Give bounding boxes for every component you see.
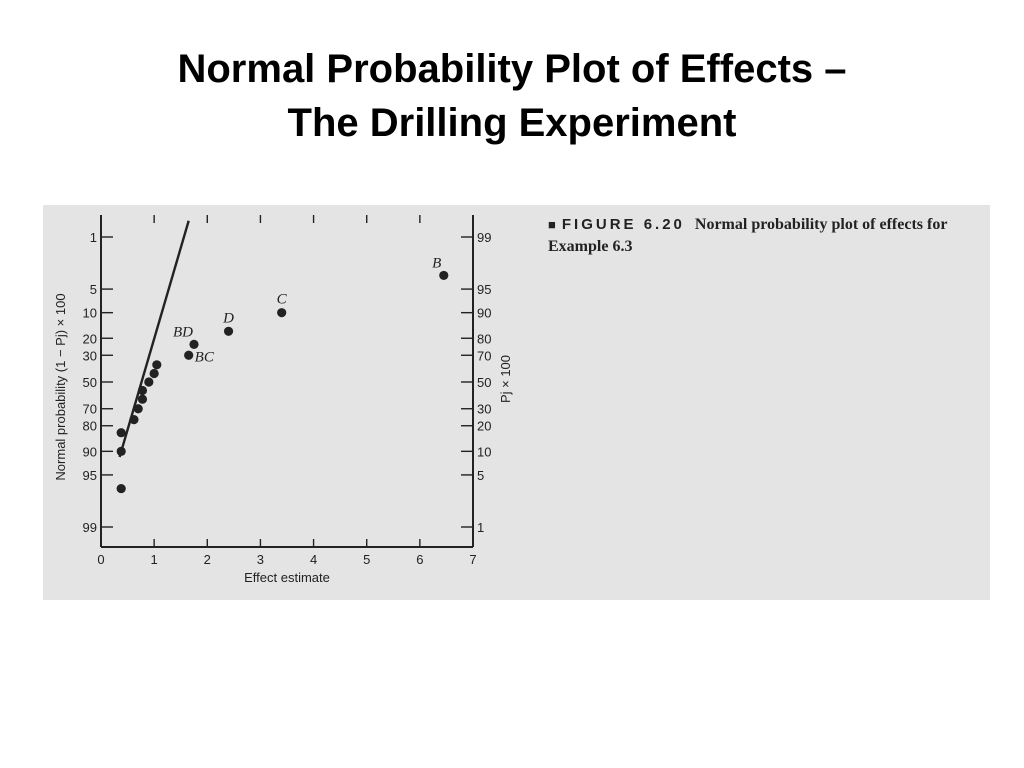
right-tick-label: 99: [477, 230, 491, 245]
data-point: [189, 339, 199, 350]
data-point: [133, 404, 143, 414]
right-tick-label: 95: [477, 282, 491, 297]
x-tick-label: 2: [204, 552, 211, 567]
left-tick-label: 20: [83, 331, 97, 346]
right-tick-label: 5: [477, 468, 484, 483]
left-tick-label: 50: [83, 375, 97, 390]
left-tick-label: 10: [83, 306, 97, 321]
point-label: BC: [195, 349, 215, 365]
left-tick-label: 99: [83, 520, 97, 535]
point-label: C: [277, 292, 288, 308]
left-tick-label: 95: [83, 468, 97, 483]
x-tick-label: 0: [97, 552, 104, 567]
data-point: [149, 368, 159, 379]
right-tick-label: 10: [477, 444, 491, 459]
left-tick-label: 1: [90, 230, 97, 245]
data-point: [116, 428, 126, 438]
data-point: [223, 326, 234, 336]
point-label: D: [222, 310, 234, 326]
x-tick-label: 7: [469, 552, 476, 567]
figure-panel: 0 1 2 3 4 5 6 7 1 5 10 20 30 50 70 80 90 95 99 99 95 90 80 70 50…: [43, 205, 990, 600]
right-tick-label: 30: [477, 402, 491, 417]
right-tick-label: 80: [477, 331, 491, 346]
figure-label: FIGURE 6.20: [561, 216, 685, 233]
x-tick-label: 4: [310, 552, 317, 567]
x-tick-label: 1: [151, 552, 158, 567]
right-tick-label: 20: [477, 419, 491, 434]
normal-probability-chart: 0 1 2 3 4 5 6 7 1 5 10 20 30 50 70 80 90 95 99 99 95 90 80 70 50…: [53, 215, 513, 585]
x-tick-label: 5: [363, 552, 370, 567]
point-label: B: [432, 255, 441, 271]
x-tick-label: 6: [416, 552, 423, 567]
data-point: [277, 308, 287, 318]
data-point: [439, 270, 449, 281]
x-tick-label: 3: [257, 552, 264, 567]
slide-title: Normal Probability Plot of Effects – The…: [0, 42, 1024, 150]
right-tick-label: 1: [477, 520, 484, 535]
y-axis-right-label: Pj × 100: [498, 355, 513, 403]
caption-marker: ■: [548, 217, 556, 232]
left-tick-label: 30: [83, 348, 97, 363]
data-point: [137, 385, 148, 396]
x-axis-label: Effect estimate: [244, 570, 330, 585]
left-tick-label: 70: [83, 402, 97, 417]
y-axis-left-label: Normal probability (1 − Pj) × 100: [53, 293, 68, 480]
left-tick-label: 80: [83, 419, 97, 434]
right-tick-label: 70: [477, 348, 491, 363]
point-label: BD: [173, 324, 193, 340]
right-tick-label: 50: [477, 375, 491, 390]
figure-caption: ■ FIGURE 6.20 Normal probability plot of e…: [548, 214, 980, 258]
title-line-2: The Drilling Experiment: [287, 101, 737, 145]
data-point: [144, 377, 154, 387]
data-point: [184, 350, 194, 360]
left-tick-label: 90: [83, 444, 97, 459]
data-point: [116, 446, 126, 456]
data-point: [137, 394, 148, 404]
data-point: [152, 360, 162, 370]
right-tick-label: 90: [477, 306, 491, 321]
left-tick-label: 5: [90, 282, 97, 297]
data-point: [116, 483, 126, 494]
title-line-1: Normal Probability Plot of Effects –: [177, 47, 847, 91]
caption-text: Normal probability plot of effects for E…: [548, 216, 948, 255]
data-point: [129, 414, 139, 425]
